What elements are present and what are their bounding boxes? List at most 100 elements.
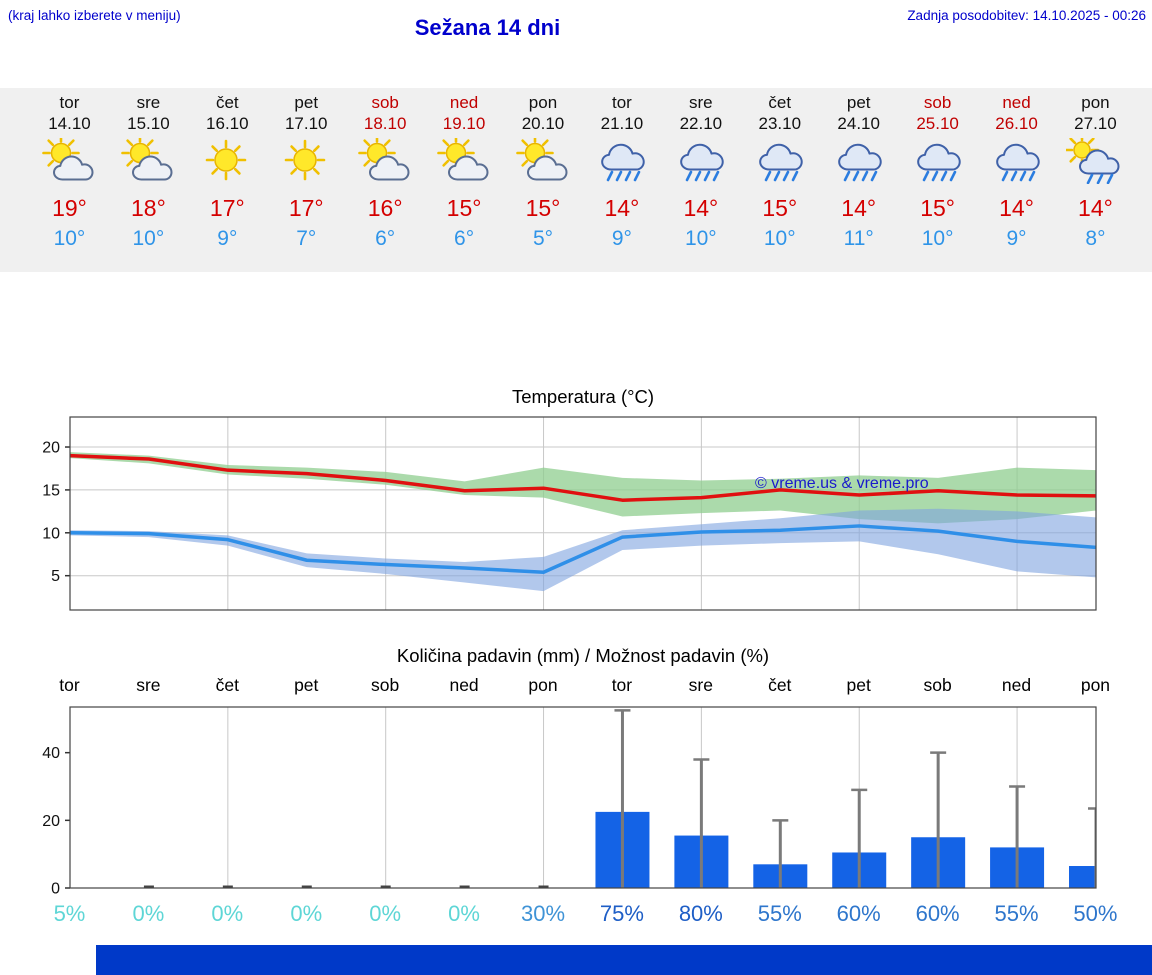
sunny-icon bbox=[267, 138, 346, 186]
sun-cloud-icon bbox=[504, 138, 583, 186]
footer-bar bbox=[96, 945, 1152, 975]
precip-probability: 75% bbox=[599, 901, 644, 926]
day-low-temp: 8° bbox=[1085, 227, 1106, 250]
day-date: 26.10 bbox=[995, 114, 1038, 133]
svg-text:15: 15 bbox=[42, 482, 60, 499]
temperature-chart-title: Temperatura (°C) bbox=[511, 386, 655, 407]
rain-icon bbox=[661, 138, 740, 186]
day-name: tor bbox=[59, 93, 80, 112]
precip-day-label: tor bbox=[59, 675, 80, 695]
day-date: 14.10 bbox=[48, 114, 91, 133]
day-high-temp: 14° bbox=[841, 195, 877, 221]
day-column: tor 21.10 14° 9° bbox=[582, 92, 661, 251]
day-name: ned bbox=[449, 93, 479, 112]
day-name: sob bbox=[923, 93, 952, 112]
rain-icon bbox=[977, 138, 1056, 186]
precip-probability: 0% bbox=[369, 901, 402, 926]
day-high-temp: 18° bbox=[130, 195, 166, 221]
precip-probability: 5% bbox=[53, 901, 86, 926]
rain-icon bbox=[740, 138, 819, 186]
day-date: 15.10 bbox=[127, 114, 170, 133]
day-date: 21.10 bbox=[600, 114, 644, 133]
day-high-temp: 15° bbox=[525, 195, 561, 221]
precip-day-label: ned bbox=[449, 675, 479, 695]
svg-text:20: 20 bbox=[42, 813, 60, 830]
precip-probability: 0% bbox=[211, 901, 244, 926]
day-column: sob 25.10 15° 10° bbox=[898, 92, 977, 251]
day-high-temp: 15° bbox=[920, 195, 955, 221]
svg-text:© vreme.us & vreme.pro: © vreme.us & vreme.pro bbox=[755, 475, 929, 492]
day-column: sre 22.10 14° 10° bbox=[661, 92, 740, 251]
day-name: pon bbox=[528, 93, 558, 112]
svg-text:40: 40 bbox=[42, 745, 60, 762]
precip-day-label-row: tor sre čet pet sob ned pon tor sre čet pet sob ned p… bbox=[30, 675, 1135, 696]
precip-probability: 50% bbox=[1073, 901, 1118, 926]
day-high-temp: 14° bbox=[1078, 195, 1113, 221]
sunny-icon bbox=[188, 138, 267, 186]
sun-cloud-icon bbox=[30, 138, 109, 186]
day-date: 24.10 bbox=[837, 114, 880, 133]
day-column: pet 24.10 14° 11° bbox=[819, 92, 898, 251]
day-low-temp: 10° bbox=[763, 227, 796, 250]
svg-text:5: 5 bbox=[51, 568, 60, 585]
temperature-chart: 5 10 15 20 © vreme.us & vreme.pro bbox=[42, 416, 1097, 611]
sun-cloud-icon bbox=[425, 138, 504, 186]
day-column: sre 15.10 18° 10° bbox=[109, 92, 188, 251]
day-column: ned 19.10 15° 6° bbox=[425, 92, 504, 251]
day-low-temp: 9° bbox=[1006, 227, 1027, 250]
day-date: 25.10 bbox=[916, 114, 959, 133]
sun-rain-icon bbox=[1056, 138, 1135, 186]
day-date: 18.10 bbox=[363, 114, 407, 133]
day-high-temp: 17° bbox=[288, 195, 324, 221]
forecast-day-columns: tor 14.10 19° 10° sre 15.10 18° 10° čet 16.10 17° 9… bbox=[30, 92, 1135, 251]
precipitation-chart: 0 20 40 bbox=[42, 706, 1097, 898]
day-low-temp: 9° bbox=[611, 227, 632, 250]
precip-probability: 55% bbox=[757, 901, 802, 926]
day-name: pon bbox=[1081, 93, 1110, 112]
day-low-temp: 10° bbox=[132, 227, 165, 250]
day-date: 16.10 bbox=[206, 114, 249, 133]
day-date: 23.10 bbox=[758, 114, 802, 133]
precip-day-label: pet bbox=[294, 675, 319, 695]
forecast-strip-background bbox=[0, 88, 1152, 272]
precip-probability: 80% bbox=[678, 901, 723, 926]
day-name: tor bbox=[611, 93, 632, 112]
day-name: sob bbox=[371, 93, 399, 112]
sun-cloud-icon bbox=[346, 138, 425, 186]
day-date: 19.10 bbox=[442, 114, 486, 133]
day-name: sre bbox=[689, 93, 713, 112]
day-high-temp: 14° bbox=[604, 195, 640, 221]
day-name: pet bbox=[294, 93, 319, 112]
precipitation-chart-title: Količina padavin (mm) / Možnost padavin … bbox=[396, 645, 770, 666]
day-low-temp: 10° bbox=[53, 227, 86, 250]
precip-probability: 0% bbox=[290, 901, 323, 926]
day-low-temp: 10° bbox=[684, 227, 717, 250]
precip-probability: 0% bbox=[448, 901, 480, 926]
day-column: tor 14.10 19° 10° bbox=[30, 92, 109, 251]
precip-day-label: pon bbox=[528, 675, 558, 695]
day-low-temp: 7° bbox=[296, 227, 317, 250]
day-low-temp: 10° bbox=[921, 227, 954, 250]
svg-text:10: 10 bbox=[42, 525, 60, 542]
rain-icon bbox=[819, 138, 898, 186]
day-column: sob 18.10 16° 6° bbox=[346, 92, 425, 251]
precip-day-label: tor bbox=[611, 675, 633, 695]
day-low-temp: 6° bbox=[375, 227, 396, 250]
precip-probability-row: 5% 0% 0% 0% 0% 0% 30% 75% 80% 55% 60% 60% 55% 50% bbox=[30, 901, 1135, 927]
day-name: čet bbox=[768, 93, 792, 112]
day-date: 20.10 bbox=[521, 114, 565, 133]
precip-day-label: sre bbox=[136, 675, 161, 695]
day-high-temp: 15° bbox=[762, 195, 798, 221]
day-name: pet bbox=[846, 93, 871, 112]
day-high-temp: 15° bbox=[446, 195, 482, 221]
day-high-temp: 14° bbox=[683, 195, 719, 221]
day-high-temp: 19° bbox=[52, 195, 87, 221]
day-column: pon 27.10 14° 8° bbox=[1056, 92, 1135, 251]
precip-probability: 60% bbox=[836, 901, 881, 926]
precip-day-label: pet bbox=[846, 675, 871, 695]
day-column: pet 17.10 17° 7° bbox=[267, 92, 346, 251]
day-column: čet 23.10 15° 10° bbox=[740, 92, 819, 251]
day-low-temp: 5° bbox=[532, 227, 554, 250]
precip-probability: 55% bbox=[994, 901, 1039, 926]
day-low-temp: 6° bbox=[454, 227, 475, 250]
